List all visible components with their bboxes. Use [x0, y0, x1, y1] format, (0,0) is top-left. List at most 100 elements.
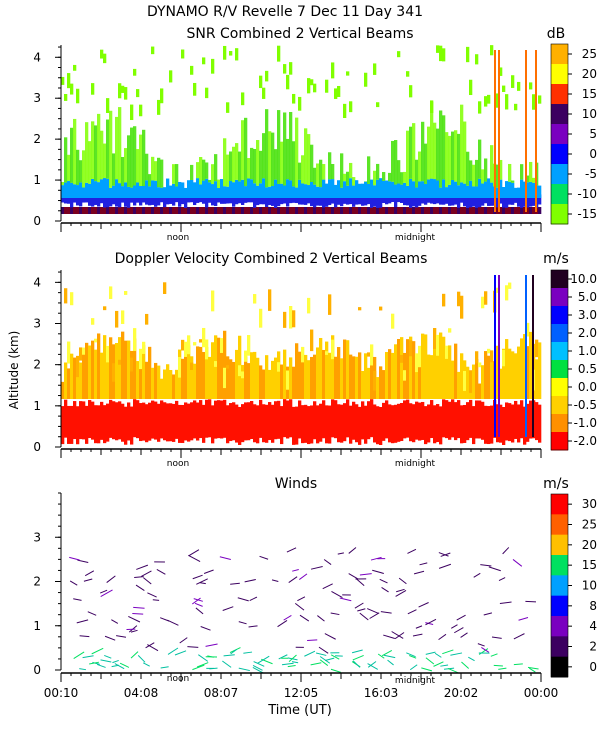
- snr-cell: [502, 197, 506, 208]
- snr-cell: [478, 101, 482, 114]
- snr-cell: [328, 195, 332, 206]
- wind-barb: [196, 662, 209, 668]
- doppler-cell: [130, 350, 134, 399]
- snr-cell: [484, 193, 488, 204]
- doppler-cell: [142, 402, 146, 441]
- snr-cell: [157, 157, 161, 188]
- snr-cell: [364, 207, 368, 214]
- doppler-cell: [331, 339, 335, 360]
- doppler-cell: [247, 402, 251, 441]
- snr-cell: [190, 65, 194, 75]
- snr-cell: [439, 45, 443, 62]
- snr-cell: [307, 185, 311, 198]
- doppler-cell: [427, 354, 431, 399]
- doppler-cell: [376, 406, 380, 445]
- doppler-cell: [115, 310, 119, 328]
- snr-cell: [91, 121, 95, 179]
- snr-cell: [319, 187, 323, 198]
- snr-cell: [361, 195, 365, 206]
- snr-cell: [466, 197, 470, 208]
- doppler-cell: [223, 330, 227, 399]
- doppler-cell: [370, 344, 374, 366]
- snr-cell: [355, 180, 359, 198]
- snr-cell: [499, 193, 503, 204]
- wind-barb: [223, 654, 235, 657]
- snr-cell: [295, 193, 299, 204]
- wind-barb: [248, 625, 258, 628]
- wind-barb: [415, 625, 423, 629]
- snr-cell: [64, 207, 68, 214]
- snr-cell: [400, 207, 404, 214]
- snr-colorbar-label: 0: [589, 147, 597, 161]
- doppler-cell: [82, 352, 86, 399]
- snr-cell: [358, 194, 362, 205]
- wind-barb: [142, 662, 150, 667]
- doppler-cell: [436, 334, 440, 356]
- wind-barb: [359, 612, 369, 621]
- wind-barb: [238, 667, 250, 672]
- snr-cell: [106, 119, 110, 179]
- snr-cell: [163, 197, 167, 208]
- snr-cell: [220, 179, 224, 198]
- snr-cell: [61, 207, 65, 214]
- doppler-cell: [88, 400, 92, 439]
- snr-cell: [292, 207, 296, 214]
- doppler-cell: [421, 333, 425, 399]
- doppler-cell: [163, 402, 167, 441]
- doppler-cell: [409, 403, 413, 442]
- winds-colorbar-label: 0: [589, 660, 597, 674]
- snr-cell: [532, 94, 536, 110]
- doppler-cell: [469, 370, 473, 393]
- snr-colorbar-label: 5: [589, 127, 597, 141]
- doppler-cell: [160, 400, 164, 439]
- snr-cell: [226, 102, 230, 113]
- snr-cell: [223, 193, 227, 204]
- winds-title: Winds: [275, 476, 317, 492]
- snr-cell: [436, 207, 440, 214]
- doppler-cell: [220, 400, 224, 439]
- wind-barb: [179, 637, 188, 644]
- snr-midnight-label: midnight: [395, 233, 436, 243]
- snr-cell: [250, 207, 254, 214]
- snr-cell: [451, 207, 455, 214]
- doppler-cell: [214, 335, 218, 399]
- wind-barb: [468, 656, 475, 662]
- snr-cell: [73, 184, 77, 198]
- snr-cell: [139, 134, 143, 187]
- wind-barb: [205, 643, 218, 647]
- doppler-cell: [193, 342, 197, 346]
- snr-cell: [172, 195, 176, 206]
- snr-cell: [394, 184, 398, 198]
- doppler-cell: [388, 404, 392, 443]
- wind-barb: [396, 588, 405, 593]
- snr-cell: [223, 207, 227, 214]
- doppler-cell: [373, 370, 377, 391]
- figure-title: DYNAMO R/V Revelle 7 Dec 11 Day 341: [147, 4, 423, 20]
- snr-cell: [466, 185, 470, 198]
- snr-cell: [202, 57, 206, 65]
- snr-cell: [202, 159, 206, 181]
- doppler-cell: [109, 286, 113, 299]
- snr-cell: [94, 207, 98, 214]
- snr-cell: [430, 100, 434, 113]
- wind-barb: [483, 612, 493, 616]
- snr-cell: [208, 182, 212, 198]
- doppler-cell: [154, 401, 158, 440]
- doppler-cell: [334, 400, 338, 439]
- doppler-cell: [169, 403, 173, 442]
- snr-cell: [331, 179, 335, 198]
- snr-cell: [142, 186, 146, 198]
- wind-barb: [330, 612, 340, 616]
- snr-cell: [421, 193, 425, 204]
- snr-cell: [322, 207, 326, 214]
- snr-cell: [472, 164, 476, 187]
- snr-cell: [292, 141, 296, 187]
- wind-barb: [381, 586, 389, 593]
- doppler-cell: [451, 399, 455, 438]
- doppler-cell: [262, 404, 266, 443]
- wind-barb: [434, 652, 442, 658]
- wind-barb: [367, 661, 377, 668]
- doppler-cell: [379, 406, 383, 445]
- snr-cell: [337, 85, 341, 97]
- snr-cell: [259, 75, 263, 89]
